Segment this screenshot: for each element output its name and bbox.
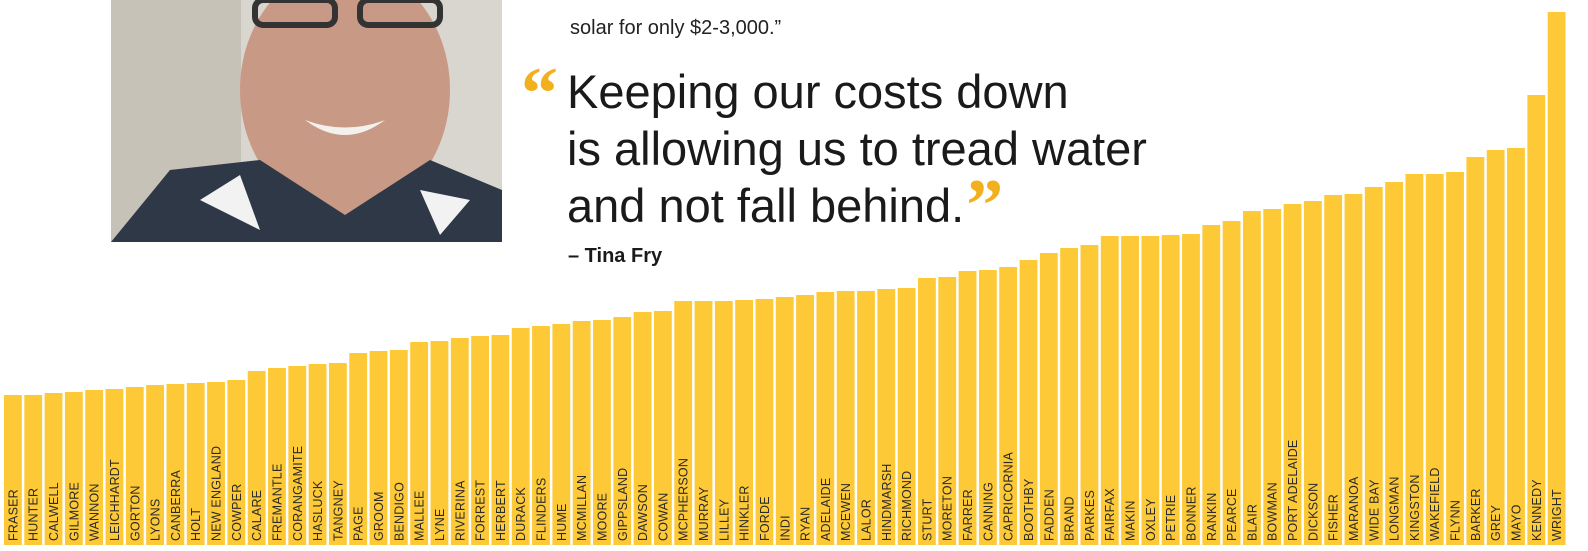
bar-label: LALOR xyxy=(859,499,873,541)
bar-label: BONNER xyxy=(1184,486,1198,541)
close-quote-mark: ” xyxy=(966,165,1003,247)
bar-label: FREMANTLE xyxy=(270,463,284,541)
bar-label: FRASER xyxy=(6,489,20,541)
bar-label: KINGSTON xyxy=(1408,474,1422,541)
bar-label: CALARE xyxy=(250,490,264,541)
bar-label: MCMILLAN xyxy=(575,475,589,541)
bar-label: PETRIE xyxy=(1164,495,1178,541)
bar-label: FLYNN xyxy=(1449,500,1463,541)
bar-label: HUNTER xyxy=(27,488,41,541)
bar-label: BLAIR xyxy=(1245,504,1259,541)
bar-label: MOORE xyxy=(595,493,609,541)
bar-label: FADDEN xyxy=(1042,489,1056,541)
bar xyxy=(776,297,794,545)
bar-label: RICHMOND xyxy=(900,471,914,541)
bar-label: FAIRFAX xyxy=(1103,488,1117,541)
bar xyxy=(1243,211,1261,545)
bar-label: HOLT xyxy=(189,508,203,541)
bar xyxy=(1548,12,1566,545)
bar-label: PORT ADELAIDE xyxy=(1286,440,1300,541)
bar-label: BENDIGO xyxy=(392,482,406,541)
photo xyxy=(111,0,502,242)
bar-label: HERBERT xyxy=(494,480,508,541)
bar-label: BARKER xyxy=(1469,488,1483,541)
bar-label: WRIGHT xyxy=(1550,489,1564,541)
bar-label: FLINDERS xyxy=(535,478,549,541)
bar-label: MALLEE xyxy=(413,490,427,541)
bar-label: CANBERRA xyxy=(169,469,183,541)
bar-label: LONGMAN xyxy=(1388,476,1402,541)
bar xyxy=(1121,236,1139,545)
bar xyxy=(1466,157,1484,545)
bar-label: CORANGAMITE xyxy=(291,446,305,541)
bar-label: BRAND xyxy=(1063,496,1077,541)
bar-label: COWPER xyxy=(230,484,244,541)
bar-label: COWAN xyxy=(656,493,670,541)
open-quote-mark: “ xyxy=(521,53,558,135)
bar-label: HINKLER xyxy=(738,485,752,541)
bar-label: MURRAY xyxy=(697,486,711,541)
bar-label: GILMORE xyxy=(67,482,81,541)
bar-label: MCPHERSON xyxy=(677,458,691,541)
bar-label: HUME xyxy=(555,503,569,541)
page: {"chart_data": {"type": "bar", "color": … xyxy=(0,0,1588,551)
bar-label: LYNE xyxy=(433,508,447,541)
bar-label: DICKSON xyxy=(1306,483,1320,541)
bar-label: WIDE BAY xyxy=(1367,479,1381,541)
bar-label: GREY xyxy=(1489,504,1503,541)
bar-label: MORETON xyxy=(941,476,955,541)
bar-label: KENNEDY xyxy=(1530,479,1544,541)
bar-label: OXLEY xyxy=(1144,498,1158,541)
bar-label: GIPPSLAND xyxy=(616,468,630,541)
bar-label: PARKES xyxy=(1083,490,1097,541)
bar xyxy=(1527,95,1545,545)
bar-label: PEARCE xyxy=(1225,488,1239,541)
bar-label: ADELAIDE xyxy=(819,478,833,541)
bar-label: STURT xyxy=(920,498,934,541)
bar-label: LILLEY xyxy=(717,498,731,541)
bar-label: MCEWEN xyxy=(839,483,853,541)
bar-label: WANNON xyxy=(88,483,102,541)
bar-label: FORDE xyxy=(758,496,772,541)
bar-label: LYONS xyxy=(149,499,163,541)
bar-label: MAKIN xyxy=(1124,500,1138,541)
infographic: FRASER HUNTER CALWELL GILMORE WANNON LEICHHAR… xyxy=(0,0,1588,551)
quote-line: is allowing us to tread water xyxy=(567,122,1147,175)
bar-label: INDI xyxy=(778,515,792,541)
quote-line: Keeping our costs down xyxy=(567,65,1069,118)
bar-label: RYAN xyxy=(799,507,813,541)
bar-label: TANGNEY xyxy=(331,480,345,541)
bar-label: GROOM xyxy=(372,491,386,541)
bar-label: PAGE xyxy=(352,506,366,541)
bar-label: DURACK xyxy=(514,487,528,541)
bar-label: CANNING xyxy=(981,482,995,541)
bar-label: DAWSON xyxy=(636,484,650,541)
bar-label: MARANOA xyxy=(1347,476,1361,541)
bar-label: FISHER xyxy=(1327,494,1341,541)
bar-label: FORREST xyxy=(474,480,488,541)
bar-label: WAKEFIELD xyxy=(1428,467,1442,541)
bar-label: NEW ENGLAND xyxy=(210,446,224,541)
bar-label: CALWELL xyxy=(47,482,61,541)
bar-label: HASLUCK xyxy=(311,480,325,541)
bar-label: BOOTHBY xyxy=(1022,478,1036,541)
bar xyxy=(1446,172,1464,545)
bar-label: RANKIN xyxy=(1205,493,1219,541)
bar-label: MAYO xyxy=(1509,504,1523,541)
bar-label: RIVERINA xyxy=(453,480,467,541)
article-text: solar for only $2-3,000.” xyxy=(570,17,781,39)
bar xyxy=(1324,195,1342,545)
bar-label: FARRER xyxy=(961,489,975,541)
bar-label: CAPRICORNIA xyxy=(1002,452,1016,541)
bar-label: LEICHHARDT xyxy=(108,459,122,541)
bar-label: GORTON xyxy=(128,485,142,541)
quote-line: and not fall behind. xyxy=(567,179,964,232)
bar-label: BOWMAN xyxy=(1266,482,1280,541)
bar xyxy=(1487,150,1505,545)
bar xyxy=(1507,148,1525,545)
quote-attribution: – Tina Fry xyxy=(568,245,663,267)
bar-label: HINDMARSH xyxy=(880,464,894,542)
